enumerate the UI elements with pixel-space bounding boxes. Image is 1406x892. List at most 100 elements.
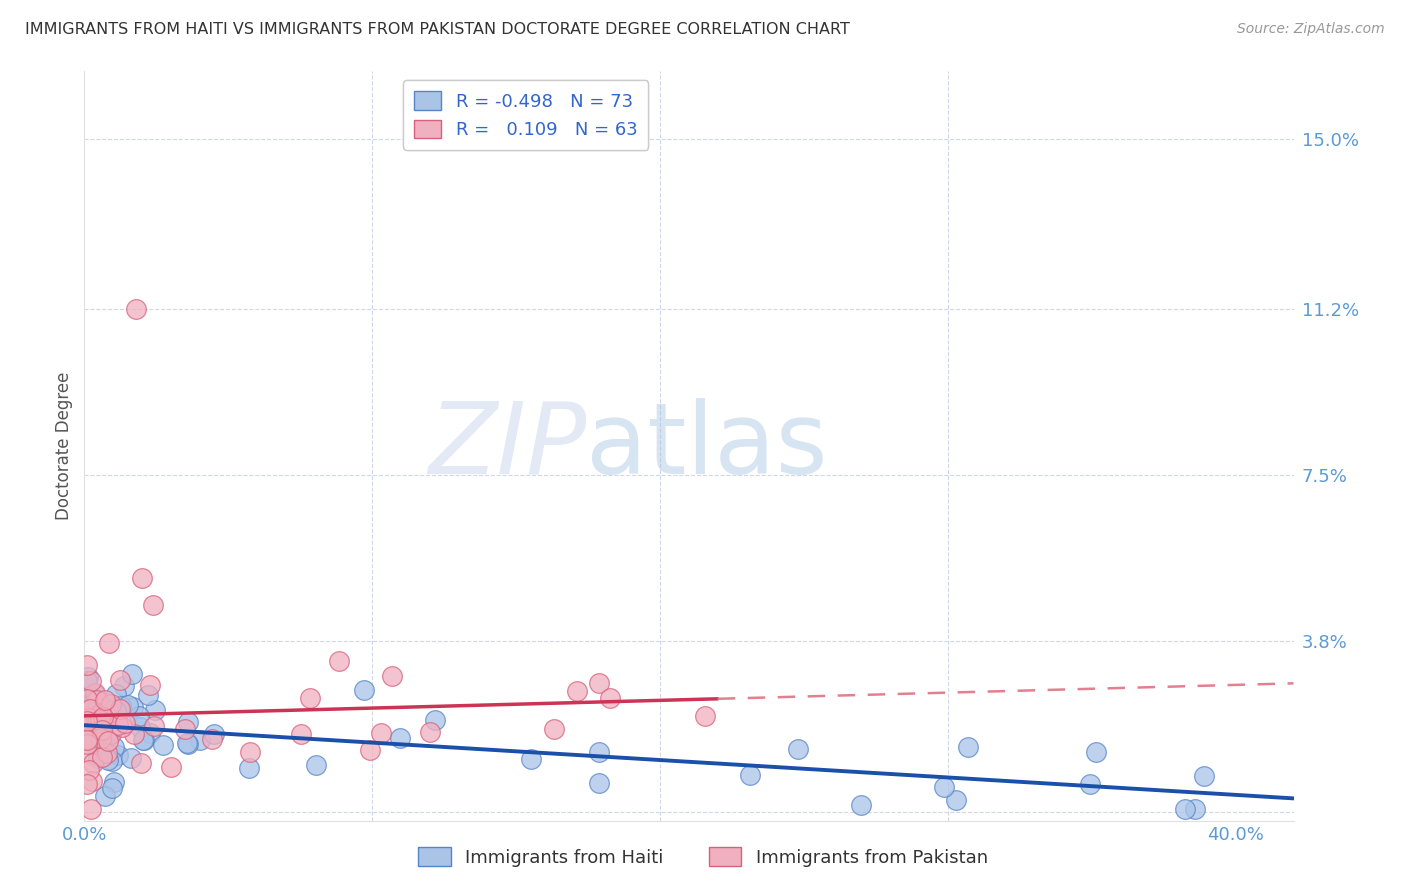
Text: IMMIGRANTS FROM HAITI VS IMMIGRANTS FROM PAKISTAN DOCTORATE DEGREE CORRELATION C: IMMIGRANTS FROM HAITI VS IMMIGRANTS FROM… bbox=[25, 22, 851, 37]
Point bbox=[957, 740, 980, 755]
Point bbox=[131, 571, 153, 585]
Point bbox=[129, 756, 152, 771]
Point bbox=[84, 736, 107, 750]
Point bbox=[94, 693, 117, 707]
Point bbox=[298, 690, 321, 705]
Y-axis label: Doctorate Degree: Doctorate Degree bbox=[55, 372, 73, 520]
Point bbox=[120, 751, 142, 765]
Point bbox=[79, 701, 101, 715]
Point bbox=[305, 757, 328, 772]
Point bbox=[520, 752, 543, 766]
Point bbox=[599, 691, 621, 706]
Point bbox=[152, 739, 174, 753]
Point bbox=[82, 736, 104, 750]
Point bbox=[90, 731, 112, 745]
Point bbox=[103, 702, 125, 716]
Point bbox=[103, 740, 125, 755]
Point bbox=[143, 703, 166, 717]
Point bbox=[543, 722, 565, 736]
Point bbox=[101, 781, 124, 796]
Point bbox=[94, 714, 117, 729]
Point bbox=[89, 714, 111, 728]
Point bbox=[188, 733, 211, 747]
Point bbox=[96, 746, 118, 760]
Point bbox=[353, 683, 375, 698]
Point bbox=[142, 599, 165, 613]
Point bbox=[87, 751, 110, 765]
Point bbox=[80, 774, 103, 789]
Point bbox=[108, 673, 131, 688]
Point bbox=[132, 733, 155, 747]
Point bbox=[381, 668, 404, 682]
Point bbox=[76, 709, 98, 723]
Point bbox=[86, 716, 108, 731]
Point bbox=[110, 698, 132, 713]
Point bbox=[142, 719, 165, 733]
Point bbox=[76, 698, 98, 713]
Point bbox=[121, 666, 143, 681]
Point bbox=[932, 780, 955, 794]
Point bbox=[84, 686, 107, 700]
Point bbox=[98, 747, 121, 761]
Point bbox=[77, 731, 100, 745]
Point bbox=[82, 756, 104, 771]
Point bbox=[97, 753, 120, 767]
Point bbox=[79, 673, 101, 688]
Point bbox=[125, 302, 148, 317]
Point bbox=[86, 692, 108, 706]
Point bbox=[105, 687, 128, 701]
Point bbox=[80, 802, 103, 816]
Point bbox=[76, 729, 98, 743]
Point bbox=[122, 726, 145, 740]
Point bbox=[565, 683, 588, 698]
Point bbox=[1078, 777, 1101, 791]
Point bbox=[86, 727, 108, 741]
Point bbox=[83, 688, 105, 702]
Text: atlas: atlas bbox=[586, 398, 828, 494]
Point bbox=[177, 715, 200, 730]
Point bbox=[87, 706, 110, 721]
Point bbox=[136, 688, 159, 702]
Point bbox=[128, 720, 150, 734]
Point bbox=[98, 636, 121, 650]
Point bbox=[138, 726, 160, 740]
Point bbox=[114, 715, 136, 730]
Point bbox=[100, 711, 122, 725]
Point bbox=[945, 792, 967, 806]
Point bbox=[89, 723, 111, 737]
Point bbox=[93, 709, 115, 723]
Point bbox=[83, 731, 105, 745]
Point bbox=[738, 768, 761, 782]
Point bbox=[425, 713, 447, 727]
Point bbox=[176, 736, 198, 750]
Point bbox=[100, 726, 122, 740]
Point bbox=[117, 698, 139, 712]
Point bbox=[239, 745, 262, 759]
Point bbox=[100, 704, 122, 718]
Point bbox=[97, 734, 120, 748]
Point bbox=[76, 658, 98, 673]
Point bbox=[76, 673, 98, 688]
Point bbox=[76, 714, 98, 729]
Point bbox=[93, 746, 115, 760]
Point bbox=[76, 737, 98, 751]
Text: ZIP: ZIP bbox=[427, 398, 586, 494]
Point bbox=[76, 747, 98, 761]
Point bbox=[112, 679, 135, 693]
Point bbox=[134, 732, 156, 747]
Point bbox=[94, 789, 117, 803]
Text: Source: ZipAtlas.com: Source: ZipAtlas.com bbox=[1237, 22, 1385, 37]
Point bbox=[105, 704, 128, 718]
Point bbox=[91, 729, 114, 743]
Point bbox=[98, 700, 121, 714]
Legend: Immigrants from Haiti, Immigrants from Pakistan: Immigrants from Haiti, Immigrants from P… bbox=[411, 840, 995, 874]
Point bbox=[122, 700, 145, 714]
Point bbox=[238, 761, 260, 775]
Point bbox=[1174, 802, 1197, 816]
Point bbox=[849, 797, 872, 812]
Point bbox=[419, 725, 441, 739]
Point bbox=[1184, 802, 1206, 816]
Point bbox=[79, 710, 101, 724]
Point bbox=[91, 749, 114, 764]
Point bbox=[588, 676, 610, 690]
